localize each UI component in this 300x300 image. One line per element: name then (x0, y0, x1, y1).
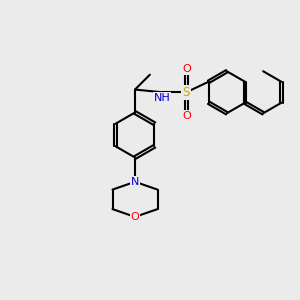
Text: O: O (182, 111, 191, 121)
Text: S: S (183, 86, 190, 99)
Text: NH: NH (154, 93, 170, 103)
Text: O: O (130, 212, 140, 222)
Text: O: O (182, 64, 191, 74)
Text: N: N (131, 177, 139, 187)
